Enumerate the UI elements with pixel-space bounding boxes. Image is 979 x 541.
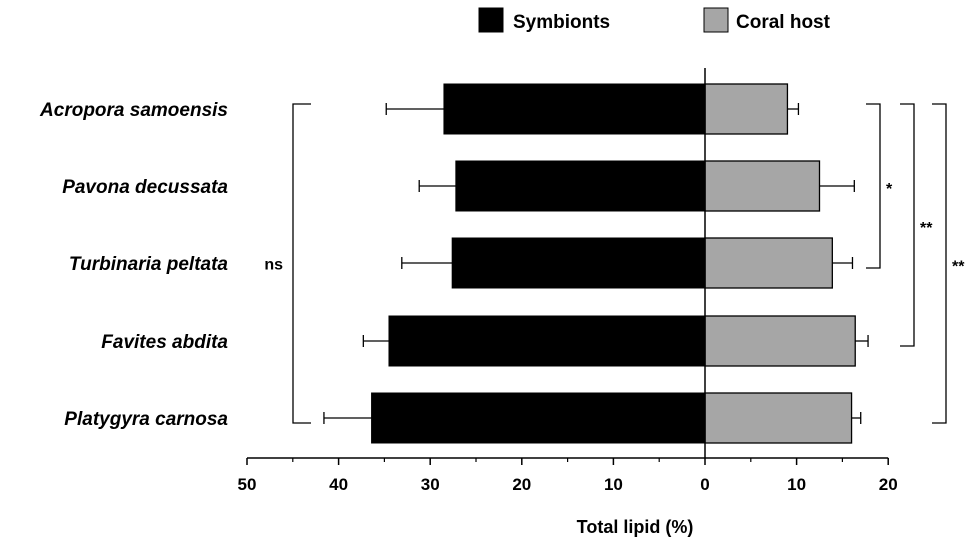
category-label: Turbinaria peltata bbox=[69, 254, 229, 275]
x-axis: 50 40 30 20 10 0 10 20 bbox=[238, 68, 898, 494]
bar-coral-host bbox=[704, 315, 856, 367]
x-tick-label: 50 bbox=[238, 475, 257, 494]
significance-brackets: ns***** bbox=[264, 103, 965, 424]
category-labels: Acropora samoensis Pavona decussata Turbin… bbox=[39, 100, 228, 430]
bar-symbionts bbox=[451, 237, 706, 289]
legend-label-coral-host: Coral host bbox=[736, 12, 831, 33]
x-axis-title: Total lipid (%) bbox=[577, 517, 694, 537]
x-tick-label: 0 bbox=[700, 475, 709, 494]
x-tick-label: 10 bbox=[604, 475, 623, 494]
bars bbox=[371, 83, 856, 444]
legend-swatch-coral-host bbox=[703, 7, 729, 33]
legend: Symbionts Coral host bbox=[478, 7, 831, 33]
category-label: Favites abdita bbox=[101, 332, 228, 353]
category-label: Acropora samoensis bbox=[39, 100, 228, 121]
bar-coral-host bbox=[704, 160, 821, 212]
bar-coral-host bbox=[704, 237, 833, 289]
bar-symbionts bbox=[455, 160, 706, 212]
legend-label-symbionts: Symbionts bbox=[513, 12, 610, 33]
x-tick-label: 20 bbox=[512, 475, 531, 494]
x-tick-label: 40 bbox=[329, 475, 348, 494]
significance-bracket bbox=[900, 103, 915, 347]
category-label: Pavona decussata bbox=[62, 177, 228, 198]
significance-bracket bbox=[866, 103, 881, 269]
error-bars bbox=[323, 103, 869, 424]
x-tick-label: 10 bbox=[787, 475, 806, 494]
bar-coral-host bbox=[704, 392, 853, 444]
significance-bracket bbox=[292, 103, 311, 424]
significance-label: ns bbox=[264, 257, 283, 274]
bar-symbionts bbox=[371, 392, 706, 444]
x-tick-label: 20 bbox=[879, 475, 898, 494]
significance-bracket bbox=[932, 103, 947, 424]
bar-coral-host bbox=[704, 83, 789, 135]
bar-symbionts bbox=[388, 315, 706, 367]
significance-label: ** bbox=[952, 259, 965, 276]
legend-swatch-symbionts bbox=[478, 7, 504, 33]
category-label: Platygyra carnosa bbox=[64, 409, 228, 430]
bar-symbionts bbox=[443, 83, 706, 135]
significance-label: ** bbox=[920, 220, 933, 237]
significance-label: * bbox=[886, 181, 893, 198]
x-tick-label: 30 bbox=[421, 475, 440, 494]
